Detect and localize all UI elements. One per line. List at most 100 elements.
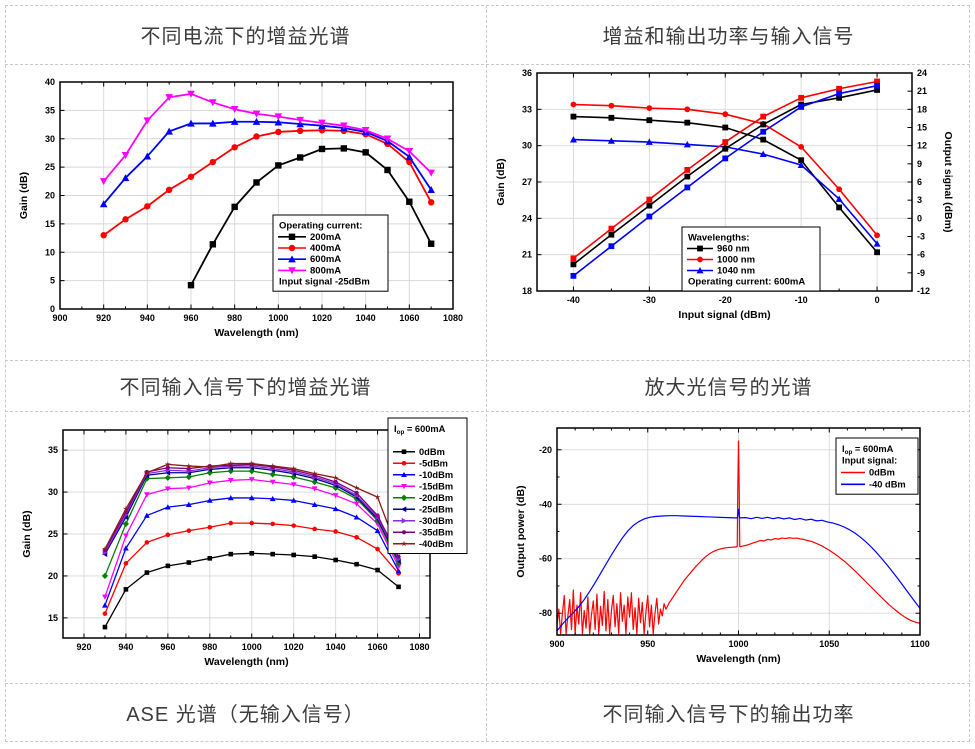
svg-text:-40dBm: -40dBm bbox=[419, 539, 453, 549]
svg-text:1020: 1020 bbox=[312, 313, 332, 323]
svg-text:200mA: 200mA bbox=[310, 232, 341, 243]
svg-text:-15dBm: -15dBm bbox=[419, 481, 453, 491]
svg-text:Gain (dB): Gain (dB) bbox=[18, 172, 30, 219]
svg-text:24: 24 bbox=[917, 68, 927, 78]
table-outer-border bbox=[5, 5, 970, 742]
svg-text:35: 35 bbox=[45, 105, 55, 115]
svg-text:-30: -30 bbox=[643, 295, 656, 305]
chart-gain-output-vs-input-signal: -40 -30 -20 -10 018212427303336-12-9-6-30369… bbox=[495, 68, 954, 321]
svg-text:900: 900 bbox=[52, 313, 67, 323]
svg-text:-3: -3 bbox=[917, 232, 925, 242]
row-divider-3 bbox=[5, 411, 970, 412]
title-bottom-right: 不同输入信号下的输出功率 bbox=[602, 703, 855, 726]
svg-text:Wavelength (nm): Wavelength (nm) bbox=[214, 327, 298, 339]
svg-text:600mA: 600mA bbox=[310, 254, 341, 265]
svg-text:-60: -60 bbox=[539, 554, 552, 564]
chart-gain-spectra-vs-current: 900 920 940 960 980 1000 1020 1040 1060 1080 0 5 10 1… bbox=[18, 77, 463, 339]
svg-text:1040: 1040 bbox=[326, 642, 346, 652]
svg-text:940: 940 bbox=[118, 642, 133, 652]
svg-text:1020: 1020 bbox=[284, 642, 304, 652]
svg-text:18: 18 bbox=[917, 104, 927, 114]
svg-text:1080: 1080 bbox=[409, 642, 429, 652]
row-divider-4 bbox=[5, 683, 970, 684]
svg-text:Input signal -25dBm: Input signal -25dBm bbox=[279, 277, 370, 288]
svg-text:20: 20 bbox=[48, 571, 58, 581]
svg-text:Operating current:: Operating current: bbox=[279, 221, 362, 232]
column-divider bbox=[486, 5, 487, 741]
svg-text:30: 30 bbox=[48, 487, 58, 497]
svg-text:25: 25 bbox=[48, 529, 58, 539]
svg-text:5: 5 bbox=[50, 276, 55, 286]
svg-text:1040: 1040 bbox=[356, 313, 376, 323]
svg-text:-80: -80 bbox=[539, 608, 552, 618]
svg-text:0: 0 bbox=[50, 304, 55, 314]
svg-text:Wavelength (nm): Wavelength (nm) bbox=[204, 656, 288, 668]
svg-text:40: 40 bbox=[45, 77, 55, 87]
svg-text:Operating current: 600mA: Operating current: 600mA bbox=[688, 277, 805, 288]
svg-text:-35dBm: -35dBm bbox=[419, 527, 453, 537]
svg-text:-40: -40 bbox=[539, 499, 552, 509]
svg-text:-10dBm: -10dBm bbox=[419, 470, 453, 480]
svg-text:0: 0 bbox=[917, 213, 922, 223]
svg-text:30: 30 bbox=[45, 134, 55, 144]
svg-text:20: 20 bbox=[45, 191, 55, 201]
svg-text:15: 15 bbox=[917, 123, 927, 133]
svg-text:3: 3 bbox=[917, 195, 922, 205]
svg-text:Iop = 600mA: Iop = 600mA bbox=[394, 424, 446, 436]
svg-text:1040 nm: 1040 nm bbox=[717, 266, 755, 277]
svg-text:-20: -20 bbox=[539, 445, 552, 455]
svg-text:30: 30 bbox=[522, 141, 532, 151]
svg-text:21: 21 bbox=[522, 250, 532, 260]
svg-text:1100: 1100 bbox=[910, 639, 930, 649]
svg-text:21: 21 bbox=[917, 86, 927, 96]
svg-text:920: 920 bbox=[76, 642, 91, 652]
svg-text:36: 36 bbox=[522, 68, 532, 78]
svg-text:1000 nm: 1000 nm bbox=[717, 255, 755, 266]
svg-text:900: 900 bbox=[549, 639, 564, 649]
svg-text:940: 940 bbox=[140, 313, 155, 323]
title-top-right: 增益和输出功率与输入信号 bbox=[602, 26, 855, 48]
svg-text:6: 6 bbox=[917, 177, 922, 187]
svg-text:-20dBm: -20dBm bbox=[419, 493, 453, 503]
svg-text:33: 33 bbox=[522, 104, 532, 114]
svg-text:-9: -9 bbox=[917, 268, 925, 278]
svg-text:27: 27 bbox=[522, 177, 532, 187]
row-divider-2 bbox=[5, 360, 970, 361]
title-mid-left: 不同输入信号下的增益光谱 bbox=[119, 377, 372, 399]
svg-text:1060: 1060 bbox=[399, 313, 419, 323]
svg-text:-40 dBm: -40 dBm bbox=[869, 479, 906, 489]
chart-gain-spectra-vs-input-signal: 920 940 960 980 1000 1020 1040 1060 1080 15 20 25 30… bbox=[21, 417, 468, 668]
svg-text:800mA: 800mA bbox=[310, 265, 341, 276]
svg-text:0: 0 bbox=[875, 295, 880, 305]
svg-text:950: 950 bbox=[640, 639, 655, 649]
svg-text:Output power (dB): Output power (dB) bbox=[515, 485, 527, 577]
title-mid-right: 放大光信号的光谱 bbox=[644, 377, 813, 399]
svg-text:Gain (dB): Gain (dB) bbox=[495, 158, 507, 205]
svg-text:1080: 1080 bbox=[443, 313, 463, 323]
svg-text:-40: -40 bbox=[567, 295, 580, 305]
svg-text:1000: 1000 bbox=[728, 639, 748, 649]
svg-text:-10: -10 bbox=[795, 295, 808, 305]
svg-text:15: 15 bbox=[45, 219, 55, 229]
svg-text:Output signal (dBm): Output signal (dBm) bbox=[942, 132, 954, 233]
svg-text:960: 960 bbox=[183, 313, 198, 323]
svg-text:1050: 1050 bbox=[819, 639, 839, 649]
svg-text:980: 980 bbox=[227, 313, 242, 323]
svg-text:Input signal:: Input signal: bbox=[842, 456, 897, 466]
svg-text:960 nm: 960 nm bbox=[717, 244, 750, 255]
title-bottom-left: ASE 光谱（无输入信号） bbox=[126, 703, 365, 726]
svg-text:980: 980 bbox=[202, 642, 217, 652]
svg-text:Wavelengths:: Wavelengths: bbox=[688, 233, 749, 244]
svg-text:12: 12 bbox=[917, 141, 927, 151]
svg-text:-6: -6 bbox=[917, 250, 925, 260]
chart-amplified-signal-spectrum: 900 950 1000 1050 1100 -80 -60 -40 -20 Wavelength… bbox=[515, 427, 930, 665]
svg-text:0dBm: 0dBm bbox=[419, 447, 445, 457]
svg-text:-30dBm: -30dBm bbox=[419, 516, 453, 526]
svg-text:920: 920 bbox=[96, 313, 111, 323]
svg-text:0dBm: 0dBm bbox=[869, 468, 895, 478]
svg-text:-25dBm: -25dBm bbox=[419, 504, 453, 514]
svg-text:24: 24 bbox=[522, 213, 532, 223]
svg-text:400mA: 400mA bbox=[310, 243, 341, 254]
svg-text:9: 9 bbox=[917, 159, 922, 169]
